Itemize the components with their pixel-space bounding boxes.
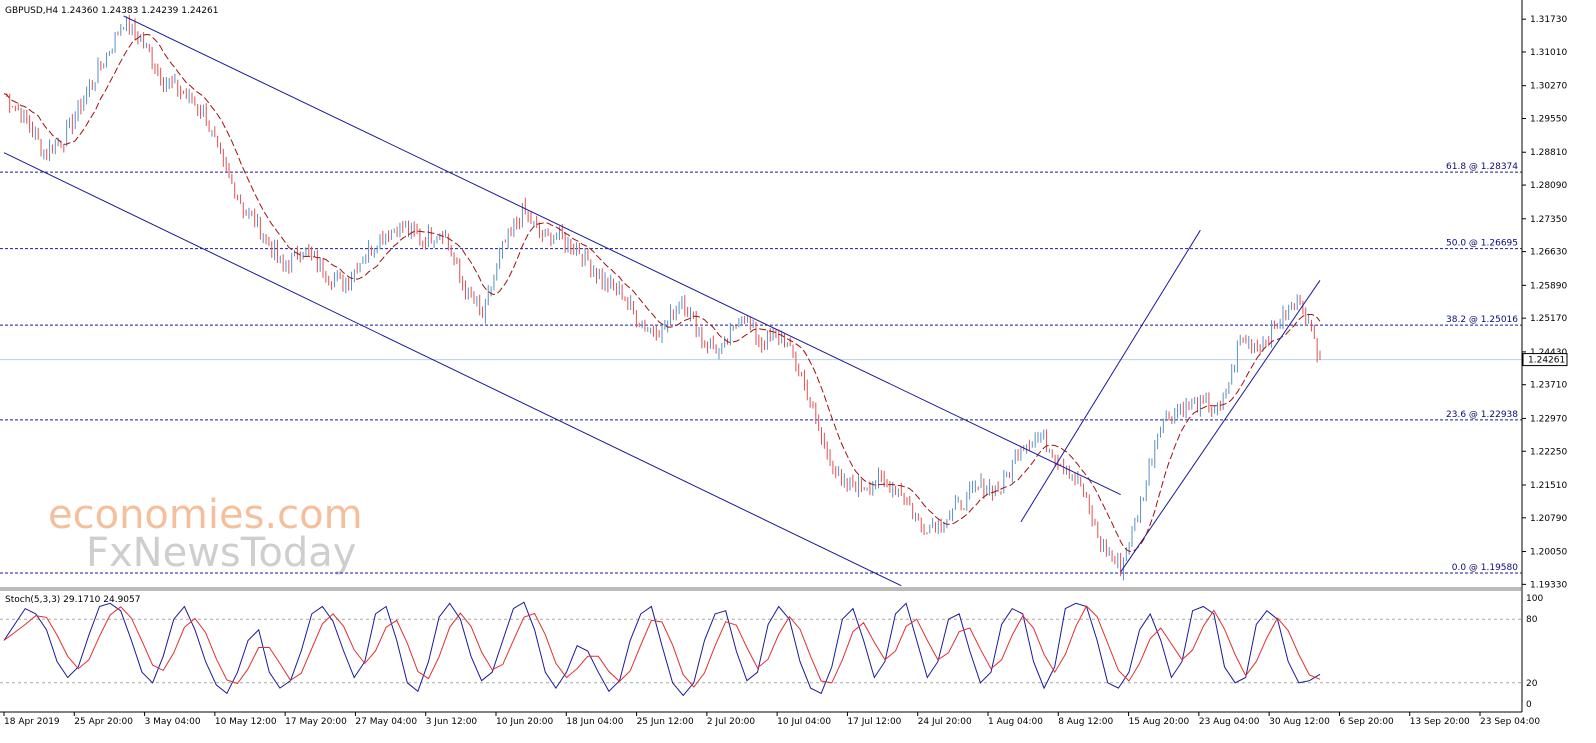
- stochastic-panel: [0, 601, 1522, 697]
- y-axis-tick-label: 1.30270: [1530, 82, 1567, 92]
- x-axis-tick-label: 17 Jul 12:00: [847, 717, 901, 727]
- x-axis-tick-label: 2 Jul 20:00: [707, 717, 756, 727]
- y-axis-tick-label: 1.23710: [1530, 381, 1567, 391]
- x-axis-tick-label: 10 Jul 04:00: [777, 717, 831, 727]
- fib-level-label: 61.8 @ 1.28374: [1446, 162, 1518, 172]
- fib-level-label: 23.6 @ 1.22938: [1446, 410, 1518, 420]
- y-axis-tick-label: 1.21510: [1530, 481, 1567, 491]
- x-axis-tick-label: 25 Apr 20:00: [74, 717, 133, 727]
- trendline-downtrend_lower: [3, 152, 902, 587]
- current-price-label: 1.24261: [1528, 356, 1565, 366]
- x-axis-tick-label: 1 Aug 04:00: [988, 717, 1043, 727]
- x-axis-tick-label: 15 Aug 20:00: [1129, 717, 1190, 727]
- stochastic-k-line: [3, 601, 1321, 697]
- y-axis-tick-label: 1.29550: [1530, 115, 1567, 125]
- y-axis-tick-label: 1.25170: [1530, 314, 1567, 324]
- x-axis-tick-label: 27 May 04:00: [355, 717, 417, 727]
- current-price-tag-box: [1522, 353, 1568, 367]
- stochastic-header: Stoch(5,3,3) 29.1710 24.9057: [5, 595, 140, 605]
- x-axis-tick-label: 8 Aug 12:00: [1058, 717, 1113, 727]
- stochastic-y-tick-label: 0: [1526, 700, 1532, 710]
- y-axis-tick-label: 1.28810: [1530, 148, 1567, 158]
- watermark-economies: economies.com: [48, 492, 363, 538]
- stochastic-y-tick-label: 20: [1526, 679, 1538, 689]
- y-axis-tick-label: 1.24430: [1530, 348, 1567, 358]
- x-axis-tick-label: 25 Jun 12:00: [637, 717, 694, 727]
- x-axis-tick-label: 23 Aug 04:00: [1199, 717, 1260, 727]
- trendline-uptrend_lower: [1120, 280, 1321, 573]
- y-axis-tick-label: 1.19330: [1530, 580, 1567, 590]
- x-axis-tick-label: 18 Jun 04:00: [566, 717, 623, 727]
- moving-average-line: [3, 33, 1321, 553]
- watermark: economies.com FxNewsToday: [48, 492, 363, 576]
- symbol-header: GBPUSD,H4 1.24360 1.24383 1.24239 1.2426…: [5, 6, 218, 16]
- trendline-downtrend_upper: [123, 15, 1121, 496]
- x-axis-tick-label: 6 Sep 20:00: [1339, 717, 1394, 727]
- y-axis-tick-label: 1.25890: [1530, 281, 1567, 291]
- x-axis-tick-label: 30 Aug 12:00: [1269, 717, 1330, 727]
- stochastic-y-tick-label: 100: [1526, 594, 1543, 604]
- stochastic-y-axis-labels: 100 80 20 0: [1526, 594, 1543, 710]
- fib-level-label: 38.2 @ 1.25016: [1446, 315, 1518, 325]
- y-axis-tick-label: 1.26630: [1530, 248, 1567, 258]
- price-panel: 61.8 @ 1.28374 50.0 @ 1.26695 38.2 @ 1.250…: [0, 14, 1522, 587]
- x-axis-labels: 18 Apr 2019 25 Apr 20:00 3 May 04:00 10 May…: [3, 712, 1540, 727]
- y-axis-tick-label: 1.28090: [1530, 181, 1567, 191]
- x-axis-tick-label: 10 Jun 20:00: [496, 717, 553, 727]
- x-axis-tick-label: 17 May 20:00: [285, 717, 347, 727]
- stochastic-d-line: [3, 605, 1321, 688]
- y-axis-tick-label: 1.27350: [1530, 215, 1567, 225]
- fib-level-label: 0.0 @ 1.19580: [1452, 563, 1519, 573]
- y-axis-tick-label: 1.20790: [1530, 514, 1567, 524]
- stochastic-y-tick-label: 80: [1526, 615, 1538, 625]
- fib-level-label: 50.0 @ 1.26695: [1446, 239, 1518, 249]
- x-axis-tick-label: 23 Sep 04:00: [1480, 717, 1540, 727]
- x-axis-tick-label: 3 May 04:00: [145, 717, 201, 727]
- y-axis-labels: 1.31730 1.31010 1.30270 1.29550 1.28810 1.280…: [1522, 15, 1567, 590]
- x-axis-tick-label: 3 Jun 12:00: [426, 717, 478, 727]
- x-axis-tick-label: 10 May 12:00: [215, 717, 277, 727]
- y-axis-tick-label: 1.31730: [1530, 15, 1567, 25]
- y-axis-tick-label: 1.20050: [1530, 548, 1567, 558]
- x-axis-tick-label: 13 Sep 20:00: [1410, 717, 1470, 727]
- y-axis-tick-label: 1.31010: [1530, 48, 1567, 58]
- watermark-fxnewstoday: FxNewsToday: [86, 530, 356, 576]
- x-axis-tick-label: 18 Apr 2019: [4, 717, 60, 727]
- y-axis-tick-label: 1.22250: [1530, 447, 1567, 457]
- trendline-uptrend_upper: [1020, 229, 1201, 523]
- x-axis-tick-label: 24 Jul 20:00: [918, 717, 972, 727]
- current-price-tag: 1.24261: [1522, 353, 1568, 367]
- y-axis-tick-label: 1.22970: [1530, 414, 1567, 424]
